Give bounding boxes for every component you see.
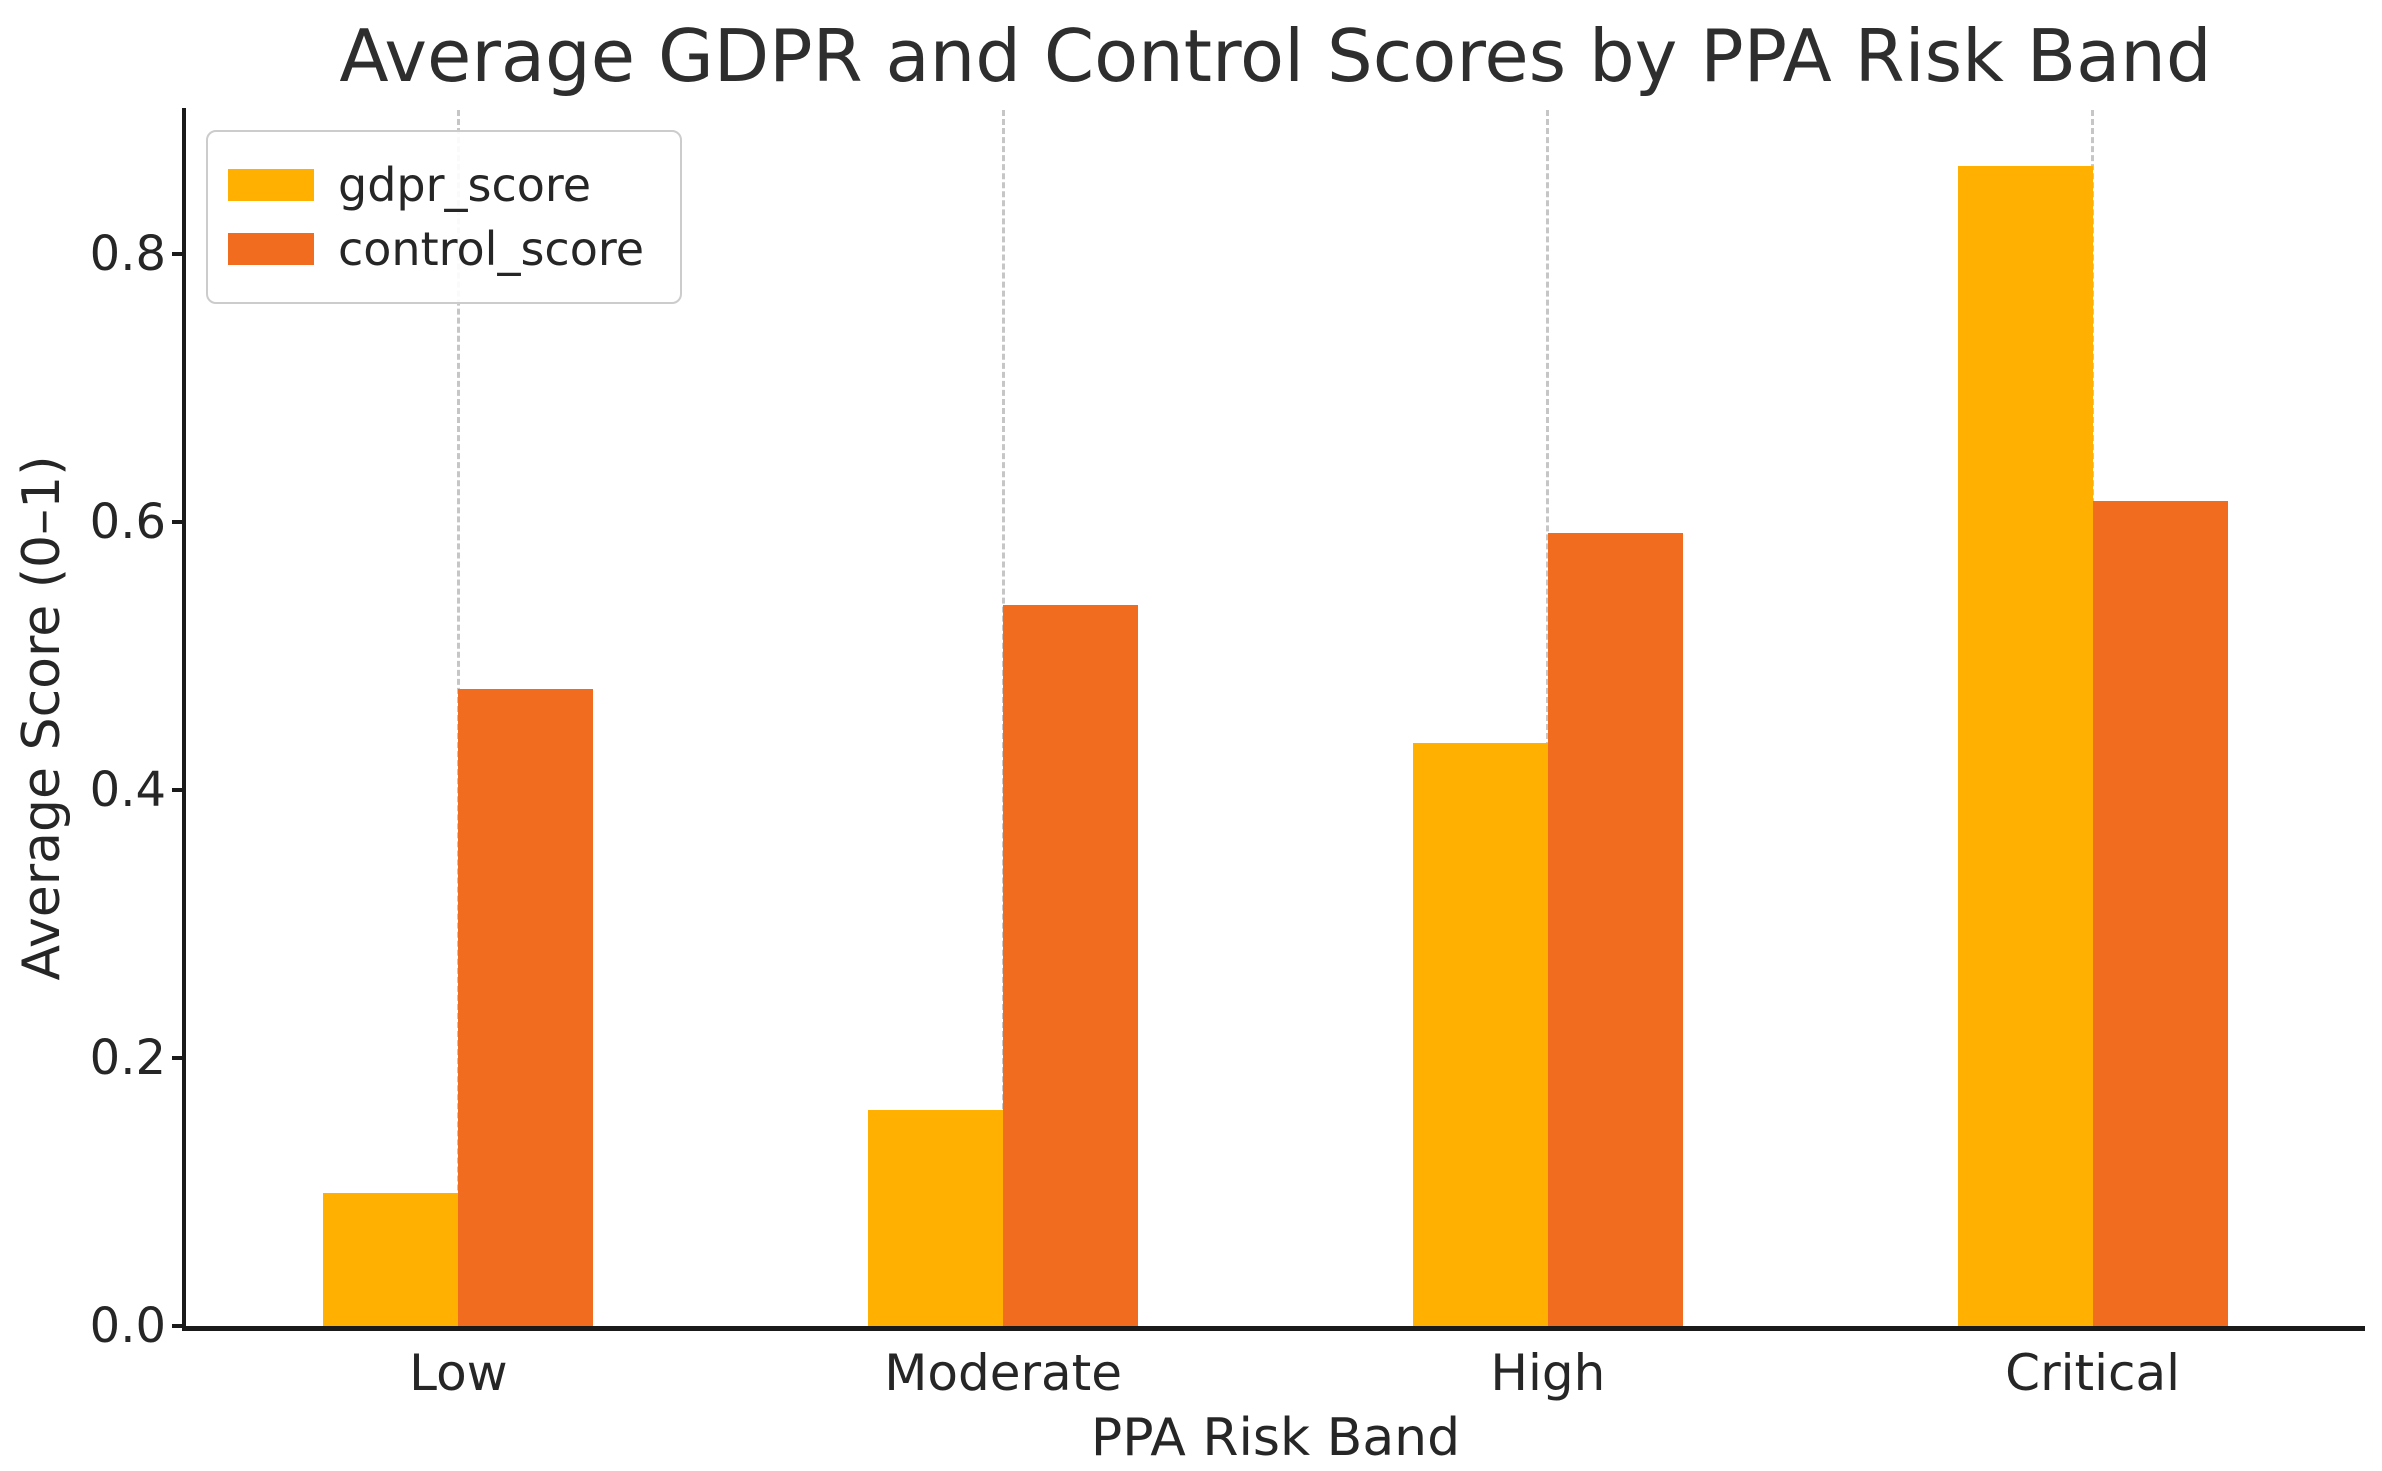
y-tick-label-0.2: 0.2 xyxy=(89,1030,166,1086)
y-tick-mark-0.2 xyxy=(172,1056,186,1060)
bar-gdpr_score-critical xyxy=(1957,166,2093,1326)
x-axis-label: PPA Risk Band xyxy=(1090,1408,1461,1468)
bar-gdpr_score-low xyxy=(323,1193,459,1326)
plot-area xyxy=(186,110,2365,1326)
x-tick-label-high: High xyxy=(1490,1344,1606,1402)
y-tick-label-0.6: 0.6 xyxy=(89,494,166,550)
bar-control_score-moderate xyxy=(1003,605,1139,1326)
bar-control_score-high xyxy=(1547,533,1683,1326)
bar-control_score-critical xyxy=(2092,501,2228,1326)
bar-control_score-low xyxy=(458,689,594,1326)
x-tick-label-low: Low xyxy=(409,1344,508,1402)
y-tick-mark-0.6 xyxy=(172,520,186,524)
legend-entry-control_score: control_score xyxy=(228,222,644,276)
legend-entry-gdpr_score: gdpr_score xyxy=(228,158,644,212)
legend-label-control_score: control_score xyxy=(338,222,645,276)
x-tick-label-moderate: Moderate xyxy=(884,1344,1123,1402)
legend: gdpr_score control_score xyxy=(206,130,683,304)
y-tick-mark-0.0 xyxy=(172,1324,186,1328)
y-axis-label: Average Score (0–1) xyxy=(12,455,72,981)
legend-label-gdpr_score: gdpr_score xyxy=(338,158,592,212)
legend-swatch-control_score xyxy=(228,233,314,265)
bar-gdpr_score-high xyxy=(1412,743,1548,1326)
chart-title: Average GDPR and Control Scores by PPA R… xyxy=(339,14,2212,98)
y-tick-mark-0.8 xyxy=(172,252,186,256)
x-axis-spine xyxy=(182,1326,2365,1331)
y-tick-label-0.4: 0.4 xyxy=(89,762,166,818)
bar-gdpr_score-moderate xyxy=(868,1110,1004,1326)
y-tick-label-0.8: 0.8 xyxy=(89,226,166,282)
x-tick-label-critical: Critical xyxy=(2005,1344,2181,1402)
y-tick-label-0.0: 0.0 xyxy=(89,1298,166,1354)
y-axis-spine xyxy=(182,108,186,1330)
legend-swatch-gdpr_score xyxy=(228,169,314,201)
y-tick-mark-0.4 xyxy=(172,788,186,792)
